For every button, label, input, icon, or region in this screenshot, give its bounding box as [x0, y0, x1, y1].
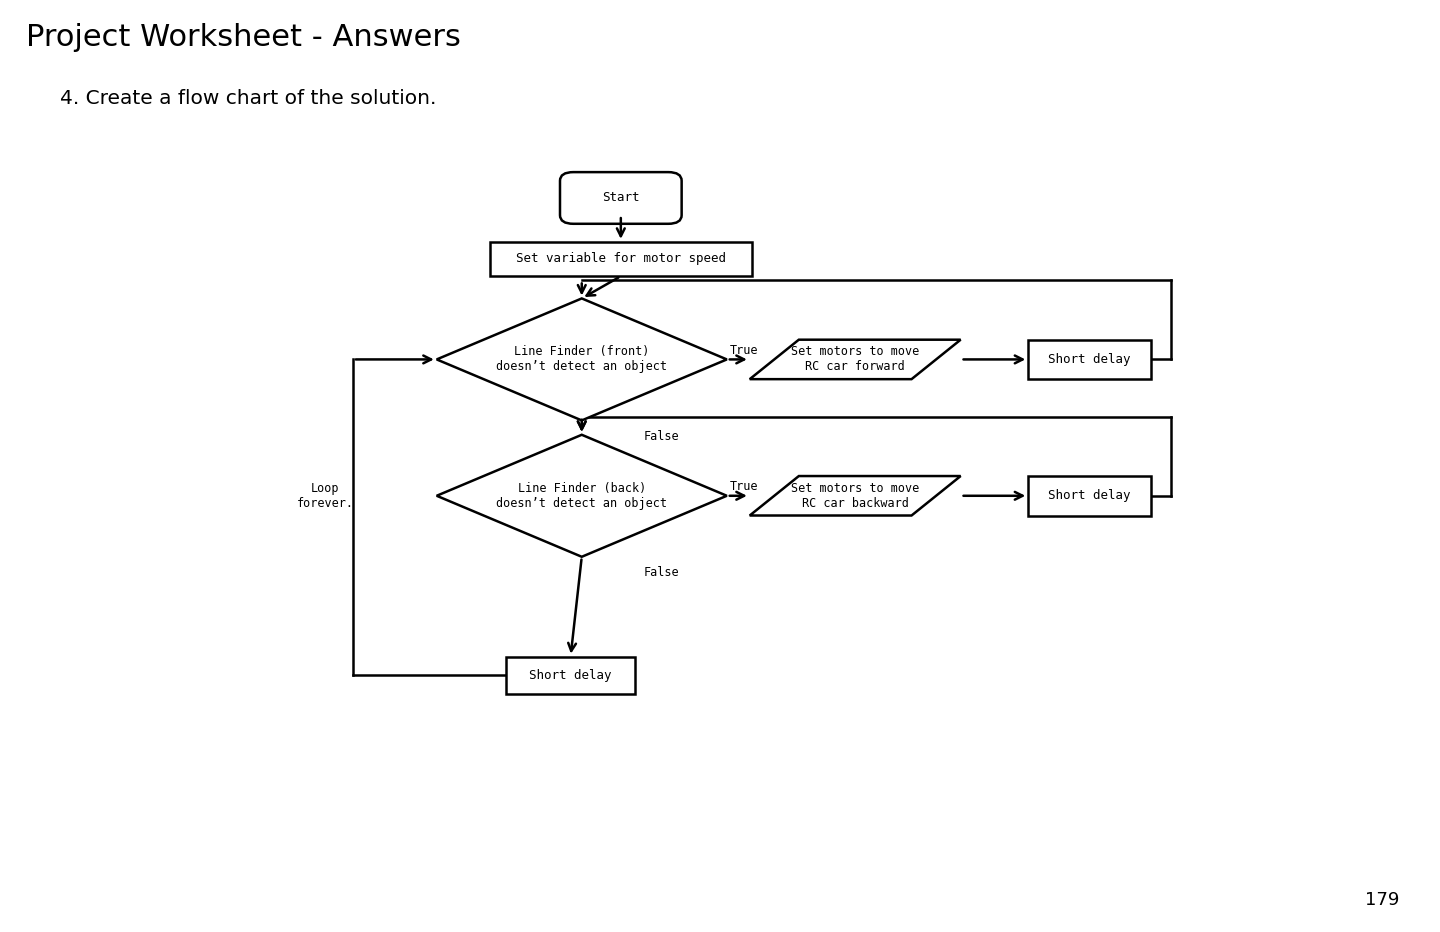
Text: Set motors to move
RC car backward: Set motors to move RC car backward — [791, 482, 919, 510]
Text: Loop
forever.: Loop forever. — [297, 482, 354, 510]
Text: True: True — [729, 344, 757, 357]
Polygon shape — [436, 434, 727, 556]
Text: Line Finder (back)
doesn’t detect an object: Line Finder (back) doesn’t detect an obj… — [497, 482, 667, 510]
Text: Project Worksheet - Answers: Project Worksheet - Answers — [26, 23, 461, 52]
Text: Set variable for motor speed: Set variable for motor speed — [516, 253, 726, 266]
Text: False: False — [644, 430, 678, 443]
Text: 4. Create a flow chart of the solution.: 4. Create a flow chart of the solution. — [60, 89, 436, 107]
Text: Line Finder (front)
doesn’t detect an object: Line Finder (front) doesn’t detect an ob… — [497, 346, 667, 374]
Bar — [1028, 476, 1151, 515]
Text: True: True — [729, 480, 757, 493]
Polygon shape — [750, 339, 960, 379]
Text: Short delay: Short delay — [1048, 489, 1130, 502]
Text: Start: Start — [602, 191, 639, 204]
Bar — [1028, 339, 1151, 379]
Bar — [490, 241, 752, 276]
FancyBboxPatch shape — [560, 172, 681, 224]
Polygon shape — [436, 298, 727, 420]
Text: Set motors to move
RC car forward: Set motors to move RC car forward — [791, 346, 919, 374]
Bar — [507, 656, 635, 693]
Polygon shape — [750, 476, 960, 515]
Text: False: False — [644, 566, 678, 579]
Text: 179: 179 — [1365, 891, 1400, 909]
Text: Short delay: Short delay — [530, 668, 612, 681]
Text: Short delay: Short delay — [1048, 353, 1130, 366]
